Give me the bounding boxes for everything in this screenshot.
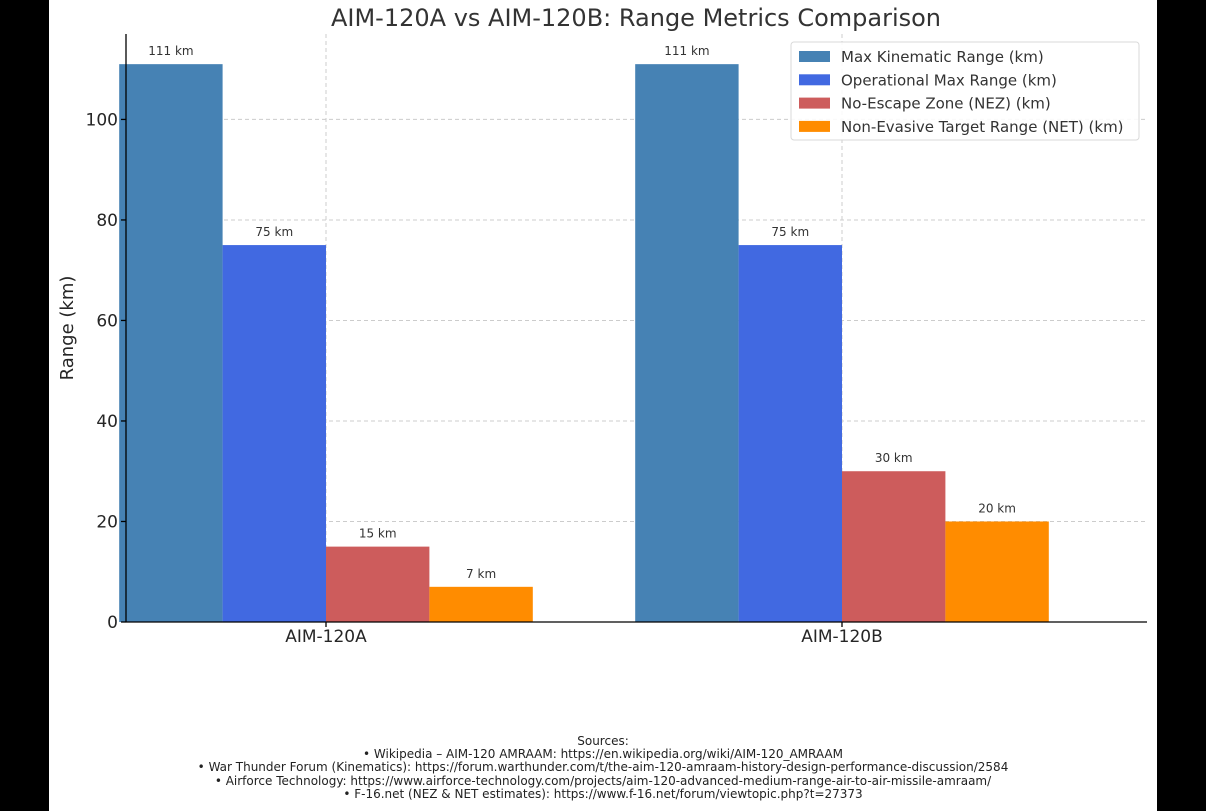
bars: [119, 64, 1049, 623]
source-line: • F-16.net (NEZ & NET estimates): https:…: [343, 786, 863, 801]
legend-frame: [790, 41, 1140, 141]
legend-swatch: [799, 97, 830, 109]
bar: [119, 64, 223, 622]
bar-value-label: 7 km: [466, 567, 496, 581]
bar-value-label: 111 km: [664, 44, 709, 58]
legend-swatch: [799, 51, 830, 62]
sources-block: Sources: • Wikipedia – AIM-120 AMRAAM: h…: [49, 734, 1157, 801]
x-tick-label: AIM-120A: [285, 627, 367, 647]
chart-canvas: AIM-120A vs AIM-120B: Range Metrics Comp…: [49, 0, 1157, 811]
source-line: • Wikipedia – AIM-120 AMRAAM: https://en…: [363, 747, 843, 762]
chart-title: AIM-120A vs AIM-120B: Range Metrics Comp…: [331, 4, 941, 32]
bar: [429, 586, 533, 622]
legend-entry-label: Operational Max Range (km): [841, 71, 1057, 89]
y-tick-label: 100: [86, 110, 118, 130]
axes: 0 20 40 60 80 100 AIM-120A AIM-120B: [86, 34, 1147, 647]
bar: [222, 245, 326, 623]
y-tick-label: 60: [96, 311, 118, 331]
sources-heading: Sources:: [577, 734, 629, 748]
y-tick-label: 20: [96, 512, 118, 532]
data-labels: 111 km 75 km 15 km 7 km 111 km 75 km 30 km 20 k…: [148, 44, 1016, 581]
bar: [945, 521, 1049, 622]
legend-entry-label: No-Escape Zone (NEZ) (km): [841, 95, 1051, 113]
legend-entry-label: Max Kinematic Range (km): [841, 48, 1044, 66]
bar-value-label: 75 km: [255, 225, 293, 239]
bar-value-label: 75 km: [771, 225, 809, 239]
y-tick-label: 0: [107, 613, 118, 633]
legend-entry-label: Non-Evasive Target Range (NET) (km): [841, 118, 1124, 136]
source-line: • War Thunder Forum (Kinematics): https:…: [197, 760, 1009, 775]
bar: [842, 471, 946, 622]
x-tick-label: AIM-120B: [801, 627, 883, 647]
legend: Max Kinematic Range (km) Operational Max …: [790, 41, 1140, 141]
legend-swatch: [799, 74, 830, 86]
bar-value-label: 30 km: [875, 451, 913, 465]
y-axis-label: Range (km): [57, 276, 78, 381]
bar-value-label: 111 km: [148, 44, 193, 58]
bar: [635, 64, 739, 622]
bar-chart: AIM-120A vs AIM-120B: Range Metrics Comp…: [57, 4, 1147, 647]
source-line: • Airforce Technology: https://www.airfo…: [214, 773, 992, 788]
bar-value-label: 20 km: [978, 501, 1016, 515]
bar: [326, 546, 430, 622]
y-tick-label: 80: [96, 211, 118, 231]
legend-swatch: [799, 120, 830, 132]
bar: [738, 245, 842, 623]
bar-value-label: 15 km: [359, 527, 397, 541]
y-tick-label: 40: [96, 412, 118, 432]
